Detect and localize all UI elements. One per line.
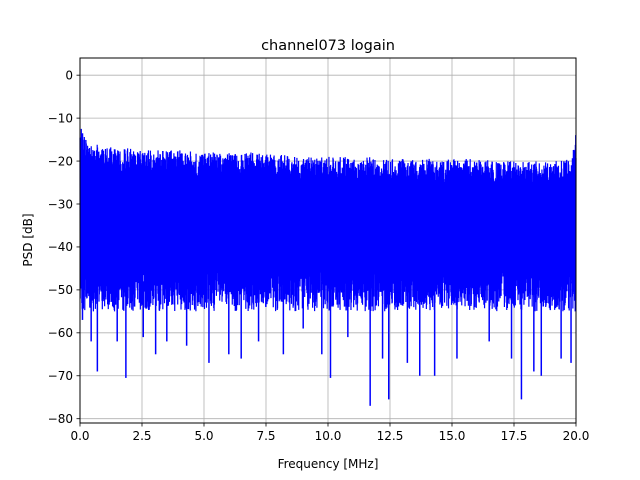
y-axis-label: PSD [dB] (21, 213, 35, 266)
x-tick-label: 10.0 (315, 429, 342, 443)
x-tick-label: 15.0 (439, 429, 466, 443)
x-axis-label: Frequency [MHz] (278, 457, 379, 471)
x-tick-label: 2.5 (132, 429, 151, 443)
x-tick-label: 0.0 (70, 429, 89, 443)
x-tick-label: 20.0 (563, 429, 590, 443)
y-tick-label: 0 (65, 68, 73, 82)
x-tick-label: 17.5 (501, 429, 528, 443)
psd-trace (79, 128, 577, 312)
y-tick-label: −20 (48, 154, 73, 168)
x-tick-label: 5.0 (194, 429, 213, 443)
x-tick-label: 12.5 (377, 429, 404, 443)
y-tick-label: −60 (48, 326, 73, 340)
y-tick-label: −30 (48, 197, 73, 211)
y-tick-label: −70 (48, 369, 73, 383)
axis-ticks: 0.0 2.5 5.0 7.5 10.0 12.5 15.0 17.5 20.0 0 −10 −20 −… (48, 68, 590, 443)
y-tick-label: −40 (48, 240, 73, 254)
x-tick-label: 7.5 (256, 429, 275, 443)
y-tick-label: −50 (48, 283, 73, 297)
y-tick-label: −80 (48, 412, 73, 426)
y-tick-label: −10 (48, 111, 73, 125)
data-layer (79, 128, 577, 406)
chart-title: channel073 logain (261, 38, 395, 54)
